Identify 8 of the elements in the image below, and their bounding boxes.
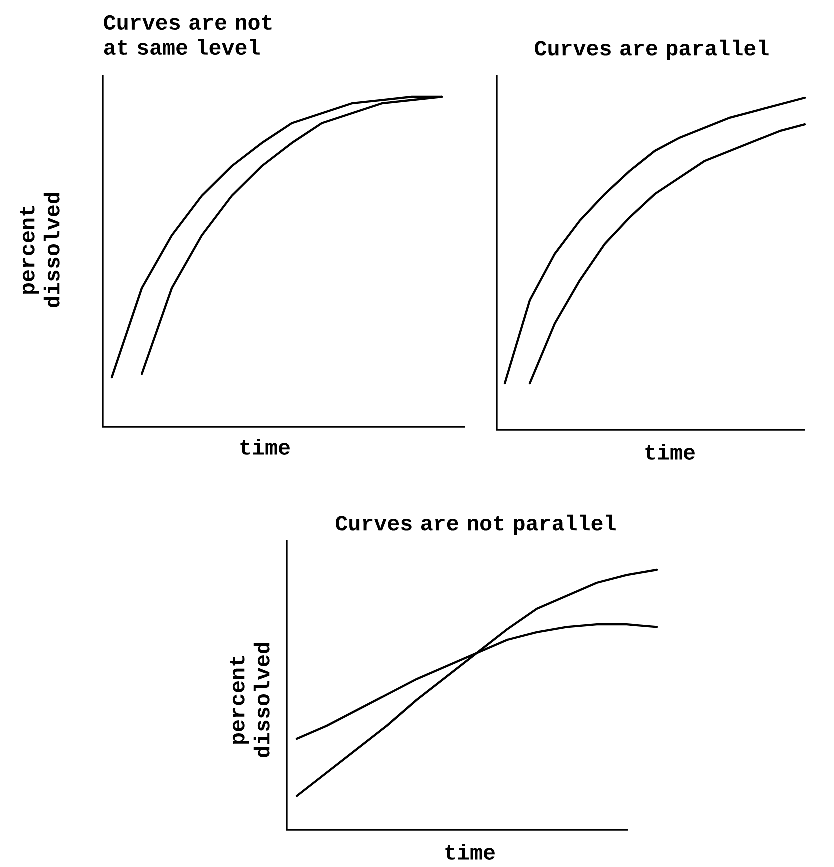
x-axis-title: time	[446, 844, 495, 860]
y-axis-title: percent dissolved	[230, 642, 270, 758]
chart-title: Curves are parallel	[535, 40, 769, 60]
x-axis-title: time	[240, 439, 290, 455]
chart-title: Curves are not parallel	[336, 514, 616, 536]
x-axis-title: time	[646, 444, 695, 460]
y-axis-title: percent dissolved	[20, 192, 60, 308]
chart-title: Curves are not at same level	[104, 15, 272, 56]
